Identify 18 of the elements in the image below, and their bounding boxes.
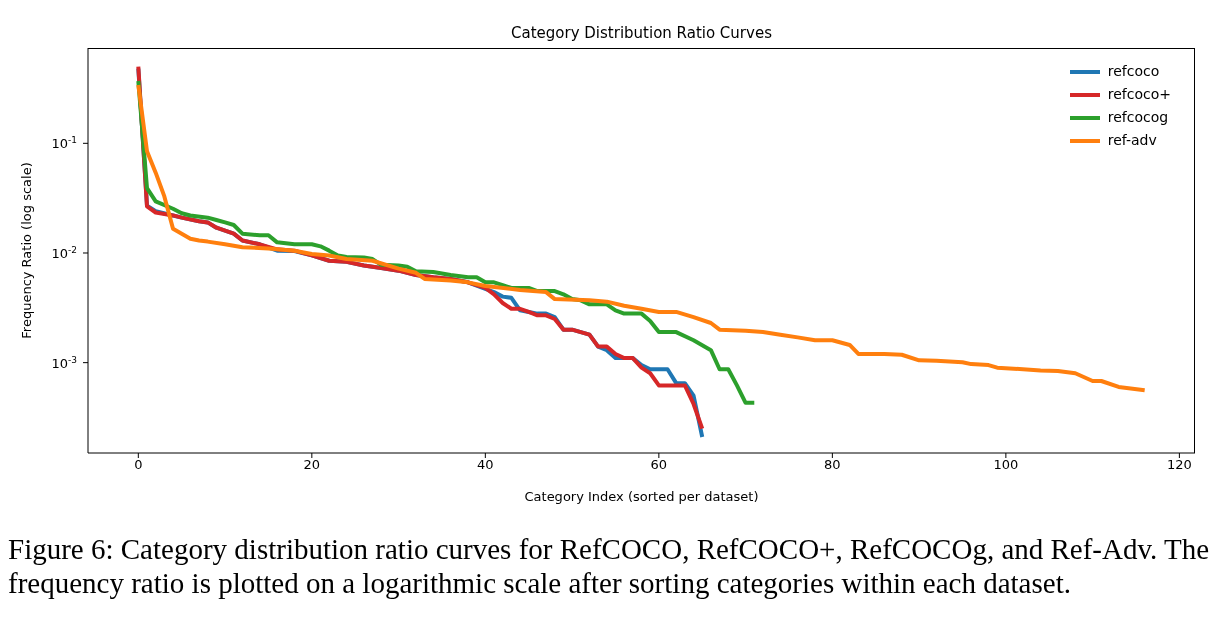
- x-tick-label: 100: [993, 457, 1019, 473]
- legend-label: refcoco: [1107, 62, 1160, 81]
- x-tick-label: 20: [303, 457, 321, 473]
- x-tick-label: 40: [477, 457, 494, 473]
- y-tick-label: 10$^{-1}$: [51, 135, 77, 152]
- x-axis-title: Category Index (sorted per dataset): [524, 489, 759, 504]
- chart-title: Category Distribution Ratio Curves: [510, 24, 773, 42]
- legend-label: ref-adv: [1107, 131, 1157, 150]
- legend-label: refcocog: [1107, 108, 1169, 127]
- x-tick-label: 0: [134, 457, 143, 473]
- x-tick-label: 60: [650, 457, 668, 473]
- x-tick-label: 80: [824, 457, 841, 473]
- y-axis-title: Frequency Ratio (log scale): [18, 162, 34, 339]
- x-tick-label: 120: [1166, 457, 1192, 473]
- legend-label: refcoco+: [1107, 85, 1171, 104]
- y-tick-label: 10$^{-2}$: [51, 244, 77, 261]
- caption: Figure 6: Category distribution ratio curves for RefCOCO, RefCOCO+, RefCOCOg, and Ref-Adv. The frequency ratio is plotted on a logarithmic scale after sorting categories within each dataset.: [8, 532, 1211, 600]
- y-tick-label: 10$^{-3}$: [51, 354, 77, 371]
